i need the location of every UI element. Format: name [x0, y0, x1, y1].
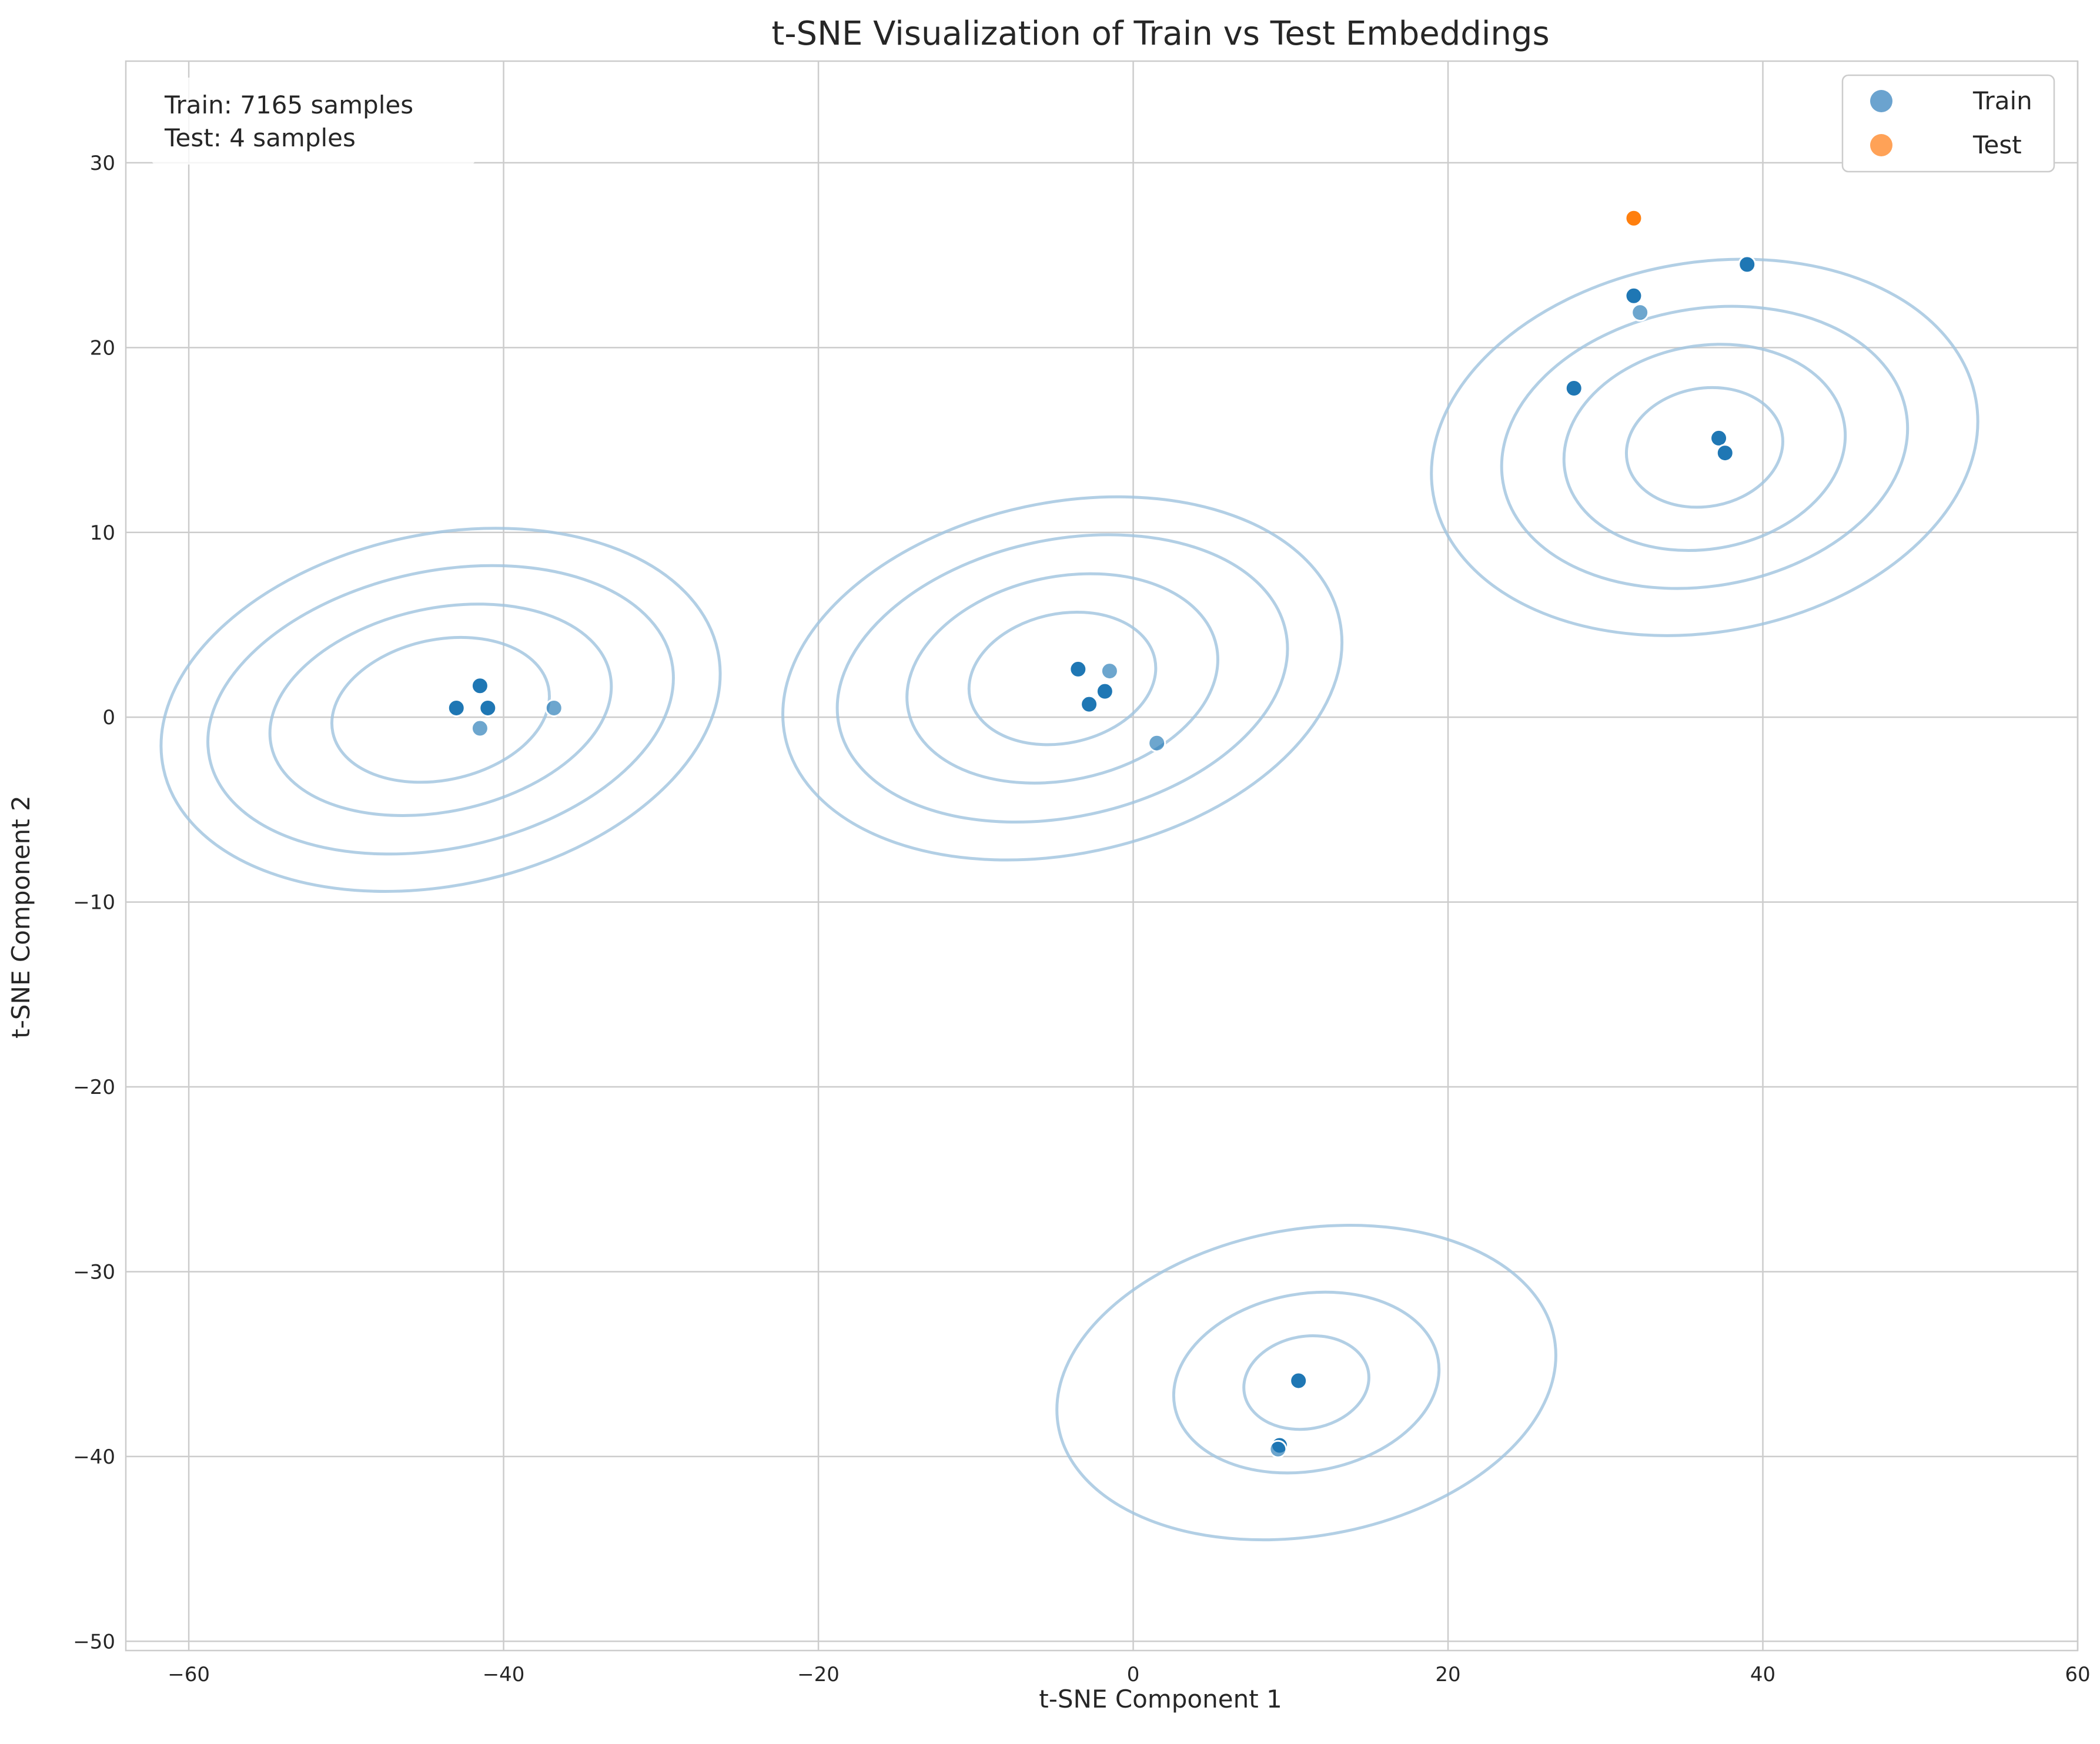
kde-contour-line [835, 533, 1289, 824]
kde-contour-line [268, 602, 613, 818]
scatter-point-train [1564, 379, 1583, 398]
scatter-point-train [1148, 734, 1166, 752]
x-tick-label: 40 [1750, 1663, 1775, 1686]
x-tick-label: 60 [2065, 1663, 2090, 1686]
scatter-point-train [1289, 1371, 1308, 1390]
kde-contour-line [206, 564, 675, 856]
scatter-point-train [1095, 682, 1114, 701]
kde-contour-line [1055, 1224, 1557, 1542]
y-tick-label: −10 [73, 891, 115, 915]
kde-contour-line [1624, 386, 1784, 509]
x-tick-label: 0 [1127, 1663, 1140, 1686]
grid-lines [126, 61, 2079, 1651]
scatter-point-train [1624, 286, 1643, 305]
y-axis-title: t-SNE Component 2 [6, 795, 35, 1039]
kde-contour-line [967, 610, 1158, 747]
x-tick-label: −40 [483, 1663, 525, 1686]
legend: Train Test [1841, 74, 2055, 173]
train-count-text: Train: 7165 samples [164, 91, 413, 119]
x-tick-label: 20 [1435, 1663, 1460, 1686]
legend-label-test: Test [1972, 130, 2022, 159]
y-tick-label: −40 [73, 1445, 115, 1469]
scatter-point-train [470, 719, 489, 738]
y-tick-label: −20 [73, 1076, 115, 1099]
scatter-point-train [470, 677, 489, 695]
scatter-point-train [544, 698, 563, 717]
x-tick-label: −60 [168, 1663, 210, 1686]
legend-marker-test [1870, 134, 1892, 156]
scatter-point-train [447, 698, 466, 717]
kde-contours [159, 257, 1979, 1542]
kde-contour-line [1172, 1290, 1441, 1475]
chart-title: t-SNE Visualization of Train vs Test Emb… [771, 15, 1549, 53]
scatter-point-train [1080, 695, 1099, 714]
y-tick-label: −50 [73, 1630, 115, 1653]
kde-contour-line [159, 527, 722, 893]
kde-contour-line [1430, 257, 1979, 637]
scatter-point-train [1269, 1440, 1288, 1458]
scatter-point-train [1631, 303, 1650, 322]
kde-contour-line [1242, 1334, 1370, 1431]
x-tick-label: −20 [797, 1663, 840, 1686]
y-tick-label: 30 [90, 152, 115, 175]
kde-contour-line [905, 572, 1219, 785]
scatter-point-train [1738, 255, 1757, 274]
kde-contour-line [781, 495, 1344, 862]
scatter-point-train [1100, 662, 1119, 681]
sample-count-annotation: Train: 7165 samples Test: 4 samples [152, 78, 475, 165]
scatter-point-train [1716, 444, 1734, 463]
y-tick-label: 10 [90, 521, 115, 545]
x-axis-title: t-SNE Component 1 [1039, 1685, 1282, 1713]
kde-contour-line [330, 635, 551, 784]
plot-background [126, 61, 2078, 1651]
legend-marker-train [1870, 90, 1892, 112]
test-count-text: Test: 4 samples [164, 123, 356, 152]
kde-contour-line [1562, 343, 1847, 553]
scatter-points [447, 209, 1757, 1458]
y-tick-label: 20 [90, 336, 115, 360]
legend-box [1841, 74, 2055, 173]
plot-area [125, 60, 2079, 1652]
y-tick-label: 0 [102, 706, 115, 729]
plot-frame [125, 60, 2079, 1652]
legend-label-train: Train [1972, 86, 2032, 115]
y-tick-label: −30 [73, 1260, 115, 1284]
kde-contour-line [1500, 304, 1910, 590]
scatter-point-train [1069, 660, 1088, 678]
annotation-box [152, 78, 475, 165]
scatter-point-train [479, 698, 497, 717]
scatter-point-test [1624, 209, 1643, 227]
tick-labels: −60 −40 −20 0 20 40 60 −50 −40 −30 −20 −10 0 10 20 30 [73, 152, 2090, 1686]
